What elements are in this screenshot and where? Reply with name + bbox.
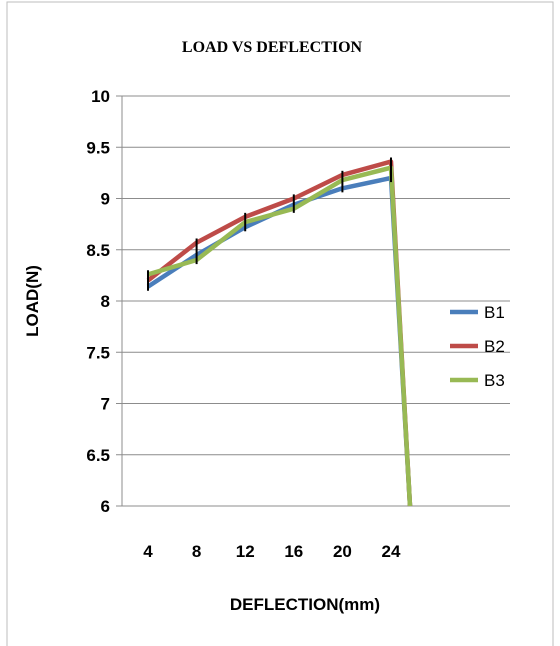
y-tick-label-1: 6.5: [86, 446, 110, 465]
legend-label-B3: B3: [484, 371, 505, 390]
chart-border: [6, 1, 554, 646]
x-tick-label-5: 24: [382, 542, 401, 561]
x-tick-label-2: 12: [236, 542, 255, 561]
x-tick-labels: 4 8 12 16 20 24: [143, 542, 401, 561]
x-axis-title: DEFLECTION(mm): [230, 595, 380, 614]
y-tick-label-4: 8: [101, 292, 110, 311]
axes: [121, 96, 510, 507]
y-tick-label-6: 9: [101, 190, 110, 209]
y-tick-label-2: 7: [101, 395, 110, 414]
y-axis-title: LOAD(N): [23, 265, 42, 337]
legend: B1 B2 B3: [450, 303, 505, 390]
chart-title: LOAD VS DEFLECTION: [182, 39, 363, 56]
x-tick-label-3: 16: [284, 542, 303, 561]
error-bars: [147, 157, 392, 291]
legend-label-B1: B1: [484, 303, 505, 322]
x-tick-label-0: 4: [143, 542, 153, 561]
x-tick-label-1: 8: [192, 542, 201, 561]
y-tick-label-5: 8.5: [86, 241, 110, 260]
legend-label-B2: B2: [484, 337, 505, 356]
y-tick-label-8: 10: [91, 87, 110, 106]
y-tick-label-0: 6: [101, 497, 110, 516]
y-tick-label-7: 9.5: [86, 138, 110, 157]
x-tick-label-4: 20: [333, 542, 352, 561]
y-tick-label-3: 7.5: [86, 343, 110, 362]
y-tick-labels: 6 6.5 7 7.5 8 8.5 9 9.5 10: [86, 87, 110, 516]
